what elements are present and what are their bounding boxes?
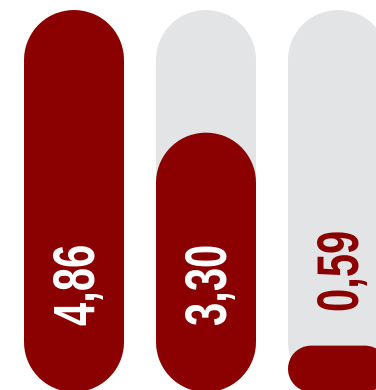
bar bbox=[156, 132, 256, 390]
bar-value-label: 0,59 bbox=[305, 231, 370, 312]
bar-value-label: 4,86 bbox=[41, 245, 106, 326]
bar-track bbox=[288, 10, 376, 390]
bar bbox=[288, 345, 376, 390]
bar-value-label: 3,30 bbox=[173, 245, 238, 326]
bar bbox=[24, 10, 124, 390]
